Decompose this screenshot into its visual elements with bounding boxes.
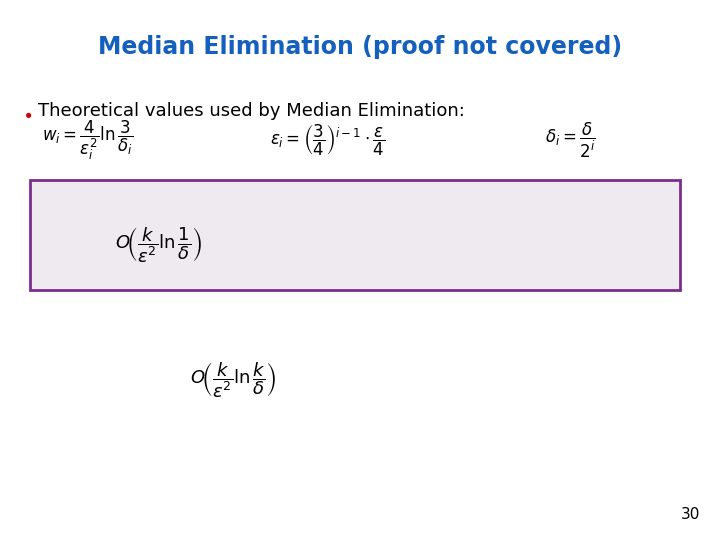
Text: Theoretical values used by Median Elimination:: Theoretical values used by Median Elimin… bbox=[38, 102, 465, 120]
Text: Median Elimination (proof not covered): Median Elimination (proof not covered) bbox=[98, 35, 622, 59]
Text: $\bullet$: $\bullet$ bbox=[22, 105, 32, 123]
Text: $w_i = \dfrac{4}{\epsilon_i^2}\ln\dfrac{3}{\delta_i}$: $w_i = \dfrac{4}{\epsilon_i^2}\ln\dfrac{… bbox=[42, 118, 133, 161]
Text: 30: 30 bbox=[680, 507, 700, 522]
Text: $\delta_i = \dfrac{\delta}{2^i}$: $\delta_i = \dfrac{\delta}{2^i}$ bbox=[545, 120, 595, 159]
Text: $O\!\left(\dfrac{k}{\varepsilon^2}\ln\dfrac{1}{\delta}\right)$: $O\!\left(\dfrac{k}{\varepsilon^2}\ln\df… bbox=[115, 225, 202, 265]
Text: $\epsilon_i = \left(\dfrac{3}{4}\right)^{i-1} \cdot \dfrac{\epsilon}{4}$: $\epsilon_i = \left(\dfrac{3}{4}\right)^… bbox=[270, 123, 385, 158]
Text: $O\!\left(\dfrac{k}{\varepsilon^2}\ln\dfrac{k}{\delta}\right)$: $O\!\left(\dfrac{k}{\varepsilon^2}\ln\df… bbox=[190, 360, 276, 400]
FancyBboxPatch shape bbox=[30, 180, 680, 290]
